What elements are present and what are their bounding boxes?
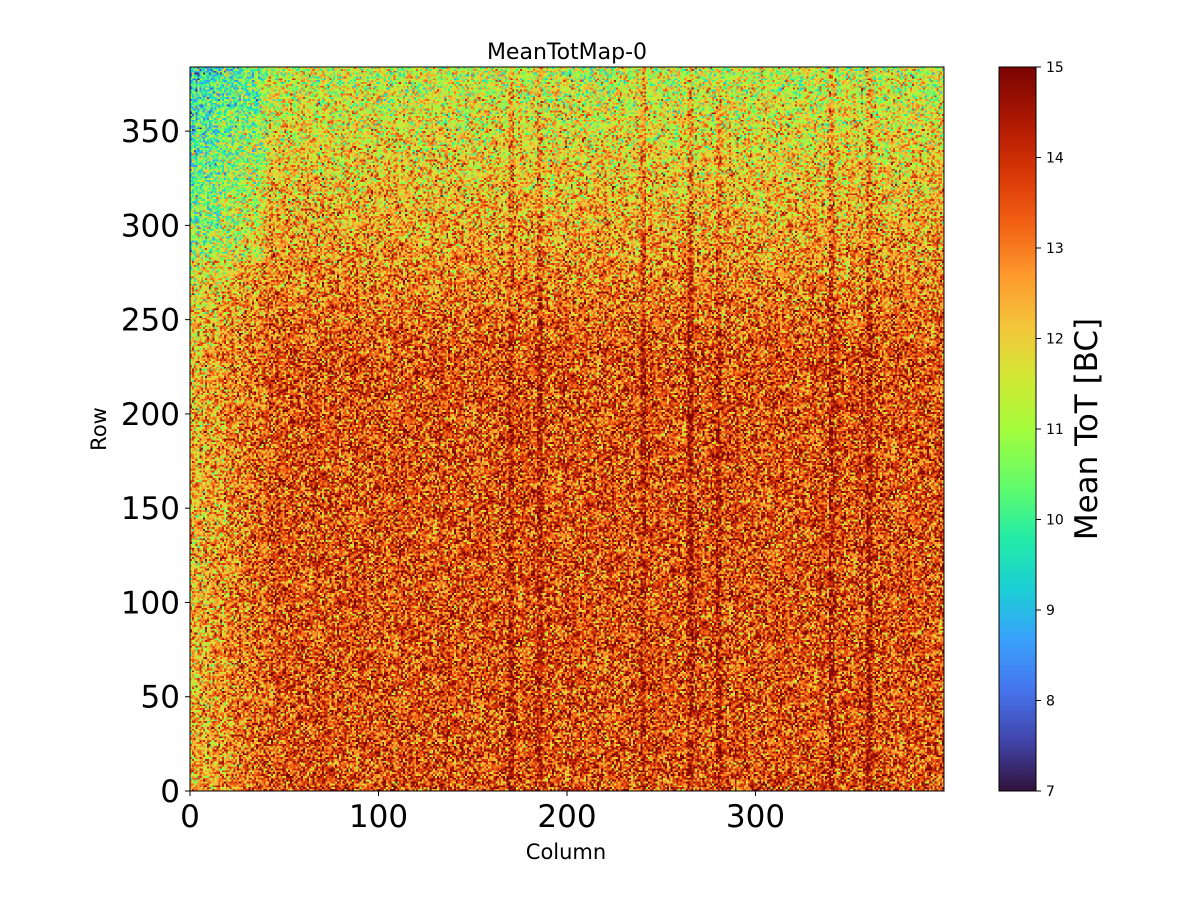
colorbar-tick-label: 13 — [1046, 241, 1064, 257]
x-axis: 0 100 200 300 — [180, 791, 785, 835]
x-tick-label: 200 — [537, 799, 596, 835]
y-tick-label: 150 — [121, 491, 180, 527]
y-axis: 0 50 100 150 200 250 300 350 — [121, 114, 190, 810]
colorbar-tick-label: 9 — [1046, 603, 1055, 619]
chart-title: MeanTotMap-0 — [487, 40, 647, 65]
heatmap-image — [190, 67, 944, 791]
colorbar-tick-label: 8 — [1046, 694, 1055, 710]
x-tick-label: 0 — [180, 799, 200, 835]
y-tick-label: 350 — [121, 114, 180, 150]
colorbar-tick-label: 10 — [1046, 513, 1064, 529]
colorbar-tick-label: 14 — [1046, 151, 1064, 167]
x-axis-label: Column — [526, 840, 606, 864]
y-axis-label: Row — [87, 407, 111, 451]
colorbar-label: Mean ToT [BC] — [1069, 318, 1105, 540]
colorbar — [998, 66, 1037, 792]
heatmap-cells — [190, 67, 944, 791]
colorbar-tick-label: 7 — [1046, 784, 1055, 800]
y-tick-label: 100 — [121, 585, 180, 621]
y-tick-label: 50 — [141, 680, 180, 716]
colorbar-axis: 7 8 9 10 11 12 13 14 15 — [1036, 60, 1064, 800]
y-tick-label: 300 — [121, 208, 180, 244]
y-tick-label: 0 — [160, 774, 180, 810]
colorbar-tick-label: 15 — [1046, 60, 1064, 76]
colorbar-tick-label: 11 — [1046, 422, 1064, 438]
colorbar-tick-label: 12 — [1046, 332, 1064, 348]
x-tick-label: 300 — [726, 799, 785, 835]
y-tick-label: 250 — [121, 303, 180, 339]
x-tick-label: 100 — [349, 799, 408, 835]
y-tick-label: 200 — [121, 397, 180, 433]
